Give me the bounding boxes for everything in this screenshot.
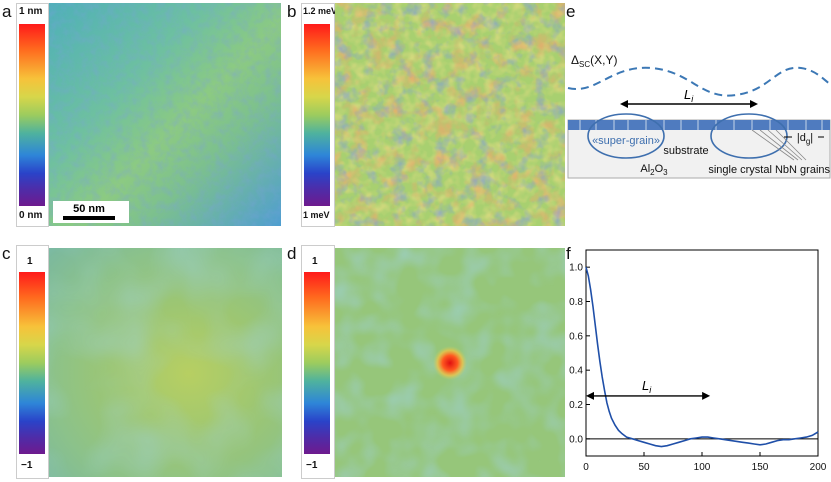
super-grain-ellipse-left xyxy=(587,113,665,159)
Li-label-e: Li xyxy=(684,87,694,104)
delta-sc-label: ΔSC(X,Y) xyxy=(571,53,617,69)
autocorr-chart-f: 0 50 100 150 200 0.0 0.2 0.4 0.6 0.8 1.0 Li xyxy=(569,249,827,473)
autocorr-map-c xyxy=(49,248,282,477)
x-tick-label: 50 xyxy=(638,462,650,473)
colorbar-d-gradient xyxy=(304,272,330,454)
al2o3-label: Al2O3 xyxy=(640,163,668,177)
grain-boundaries xyxy=(579,120,823,130)
gap-map-b xyxy=(335,3,565,226)
nbn-pointer-lines xyxy=(751,129,807,161)
x-tick-label: 100 xyxy=(694,462,711,473)
colorbar-b-gradient xyxy=(304,24,330,206)
colorbar-b: 1.2 meV 1 meV xyxy=(301,3,338,227)
colorbar-c-max: 1 xyxy=(27,256,33,267)
colorbar-d-min: −1 xyxy=(306,460,318,471)
colorbar-c-gradient xyxy=(19,272,45,454)
x-tick-label: 200 xyxy=(810,462,827,473)
topography-map-a: 50 nm xyxy=(49,3,281,226)
super-grain-label: «super-grain» xyxy=(592,135,660,147)
autocorr-texture-d xyxy=(335,248,565,477)
colorbar-b-min: 1 meV xyxy=(303,210,330,220)
nbn-grains-label: single crystal NbN grains xyxy=(708,164,830,176)
nbn-film xyxy=(568,120,830,130)
y-tick-label: 0.0 xyxy=(569,434,583,445)
panel-label-a: a xyxy=(2,2,12,21)
colorbar-d-max: 1 xyxy=(312,256,318,267)
Li-arrowhead-right xyxy=(750,100,758,108)
autocorr-peak xyxy=(433,346,467,380)
series-line-autocorrelation xyxy=(585,266,819,448)
y-tick-label: 0.4 xyxy=(569,366,583,377)
scalebar-label: 50 nm xyxy=(73,203,105,215)
autocorr-texture-c xyxy=(49,248,282,477)
colorbar-a-gradient xyxy=(19,24,45,206)
Li-arrowhead-left-f xyxy=(586,391,594,400)
y-tick-label: 0.6 xyxy=(569,331,583,342)
panel-label-e: e xyxy=(566,2,576,21)
gap-texture-b xyxy=(335,3,565,226)
colorbar-c-min: −1 xyxy=(21,460,33,471)
substrate-label: substrate xyxy=(663,145,708,157)
colorbar-a-max: 1 nm xyxy=(19,6,43,17)
colorbar-a: 1 nm 0 nm xyxy=(16,3,49,227)
schematic-e: ΔSC(X,Y) Li «super-grain» substrate Al2O… xyxy=(567,53,831,179)
panel-label-b: b xyxy=(287,2,297,21)
delta-wave xyxy=(567,66,831,97)
topography-texture-a: 50 nm xyxy=(49,3,281,226)
colorbar-b-max: 1.2 meV xyxy=(303,6,338,16)
y-tick-label: 1.0 xyxy=(569,263,583,274)
dg-label: |dg| xyxy=(797,132,813,146)
y-tick-label: 0.2 xyxy=(569,400,583,411)
Li-arrowhead-left xyxy=(620,100,628,108)
panel-label-c: c xyxy=(2,244,11,263)
autocorr-map-d xyxy=(335,248,565,477)
scalebar xyxy=(63,216,115,220)
Li-label-f: Li xyxy=(642,378,652,395)
plot-frame xyxy=(585,249,819,457)
Li-arrowhead-right-f xyxy=(702,391,711,400)
x-tick-label: 150 xyxy=(752,462,769,473)
panel-label-d: d xyxy=(287,244,297,263)
y-tick-label: 0.8 xyxy=(569,297,583,308)
super-grain-ellipse-right xyxy=(710,113,788,159)
colorbar-c: 1 −1 xyxy=(16,245,49,479)
colorbar-a-min: 0 nm xyxy=(19,210,43,221)
x-tick-label: 0 xyxy=(583,462,589,473)
panel-label-f: f xyxy=(566,244,571,263)
colorbar-d: 1 −1 xyxy=(301,245,335,479)
